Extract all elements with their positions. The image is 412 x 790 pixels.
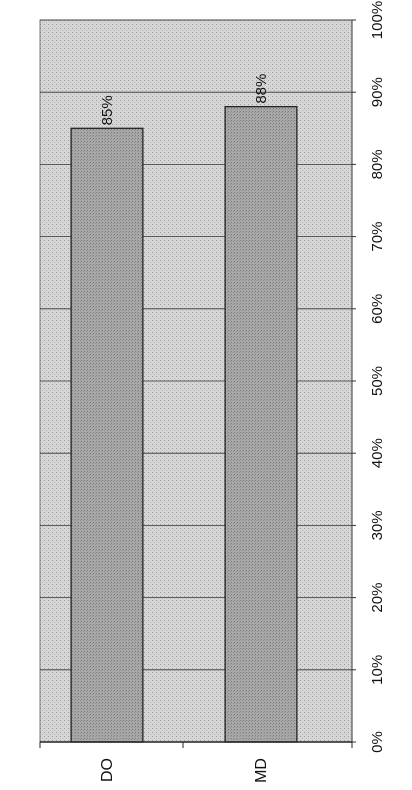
tick-label: 30%: [369, 510, 386, 540]
bar-do: [70, 127, 144, 743]
tick-label: 0%: [369, 731, 386, 753]
category-label: MD: [253, 758, 270, 783]
tick-label: 80%: [369, 149, 386, 179]
tick-label: 20%: [369, 583, 386, 613]
data-label: 85%: [99, 95, 116, 125]
tick-label: 70%: [369, 222, 386, 252]
tick-label: 90%: [369, 77, 386, 107]
data-label: 88%: [253, 74, 270, 104]
category-label: DO: [99, 758, 116, 782]
tick-label: 10%: [369, 655, 386, 685]
bar-md: [224, 105, 298, 743]
tick-label: 60%: [369, 294, 386, 324]
tick-label: 50%: [369, 366, 386, 396]
tick-label: 100%: [369, 1, 386, 39]
tick-label: 40%: [369, 438, 386, 468]
